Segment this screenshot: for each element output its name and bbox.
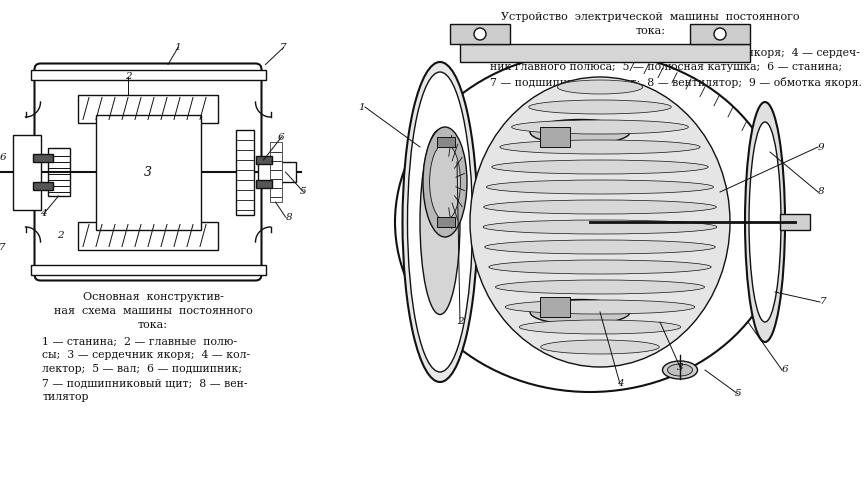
Ellipse shape <box>530 299 630 324</box>
Ellipse shape <box>489 260 711 274</box>
Bar <box>78 222 218 250</box>
Ellipse shape <box>470 77 730 367</box>
Ellipse shape <box>395 52 785 392</box>
Bar <box>33 154 53 162</box>
Text: 1 — станина;  2 — главные  полю-
сы;  3 — сердечник якоря;  4 — кол-
лектор;  5 : 1 — станина; 2 — главные полю- сы; 3 — с… <box>42 336 251 402</box>
Ellipse shape <box>519 320 681 334</box>
Text: 6: 6 <box>0 153 6 162</box>
Text: 2: 2 <box>125 72 131 81</box>
Ellipse shape <box>511 120 689 134</box>
Ellipse shape <box>541 340 659 354</box>
Bar <box>460 44 750 62</box>
Text: 3: 3 <box>144 165 152 178</box>
Text: 4: 4 <box>617 379 624 388</box>
Ellipse shape <box>668 364 693 376</box>
Text: 1 — коллектор;  2 — щетки;  3 — сердечник якоря;  4 — сердеч-
ник главного полюс: 1 — коллектор; 2 — щетки; 3 — сердечник … <box>490 48 862 88</box>
Text: 8: 8 <box>818 187 824 197</box>
Ellipse shape <box>496 280 705 294</box>
Ellipse shape <box>407 72 472 372</box>
Bar <box>270 142 281 202</box>
Text: 6: 6 <box>782 365 789 375</box>
Text: 5: 5 <box>734 389 741 399</box>
Ellipse shape <box>505 300 695 314</box>
Text: 4: 4 <box>40 210 47 218</box>
Bar <box>255 180 272 188</box>
Bar <box>48 148 69 196</box>
Bar <box>437 137 455 147</box>
Text: 7: 7 <box>280 43 287 52</box>
Bar <box>255 156 272 164</box>
Ellipse shape <box>423 127 467 237</box>
Bar <box>437 217 455 227</box>
Ellipse shape <box>491 160 708 174</box>
Ellipse shape <box>530 120 630 145</box>
Ellipse shape <box>402 62 477 382</box>
Text: 2: 2 <box>57 231 63 240</box>
Ellipse shape <box>483 220 717 234</box>
Text: 1: 1 <box>358 103 365 111</box>
Text: 5: 5 <box>300 187 307 197</box>
Bar <box>78 94 218 122</box>
Ellipse shape <box>500 140 700 154</box>
Bar <box>235 130 253 214</box>
Text: 2: 2 <box>457 318 464 326</box>
Ellipse shape <box>557 80 643 94</box>
Text: 7: 7 <box>820 297 827 307</box>
Text: 9: 9 <box>818 143 824 151</box>
Bar <box>95 115 201 229</box>
Bar <box>540 297 570 317</box>
Bar <box>12 134 41 210</box>
Text: 8: 8 <box>285 213 292 222</box>
Text: 1: 1 <box>175 43 182 52</box>
Ellipse shape <box>420 130 460 314</box>
Bar <box>450 24 510 44</box>
Ellipse shape <box>430 144 460 220</box>
Bar <box>30 265 266 275</box>
Bar <box>780 214 810 230</box>
Ellipse shape <box>484 240 715 254</box>
Circle shape <box>474 28 486 40</box>
Ellipse shape <box>484 200 716 214</box>
Text: 3: 3 <box>676 362 683 372</box>
Text: 7: 7 <box>0 242 6 252</box>
Ellipse shape <box>486 180 714 194</box>
Bar <box>30 69 266 80</box>
Bar <box>540 127 570 147</box>
Bar <box>33 182 53 190</box>
Circle shape <box>714 28 726 40</box>
Bar <box>690 24 750 44</box>
FancyBboxPatch shape <box>35 64 261 281</box>
Ellipse shape <box>529 100 671 114</box>
Ellipse shape <box>745 102 785 342</box>
Bar <box>258 162 296 182</box>
Ellipse shape <box>749 122 781 322</box>
Text: 6: 6 <box>279 133 285 142</box>
Text: Устройство  электрической  машины  постоянного
тока:: Устройство электрической машины постоянн… <box>501 12 799 36</box>
Ellipse shape <box>663 361 697 379</box>
Text: Основная  конструктив-
ная  схема  машины  постоянного
тока:: Основная конструктив- ная схема машины п… <box>54 293 253 331</box>
